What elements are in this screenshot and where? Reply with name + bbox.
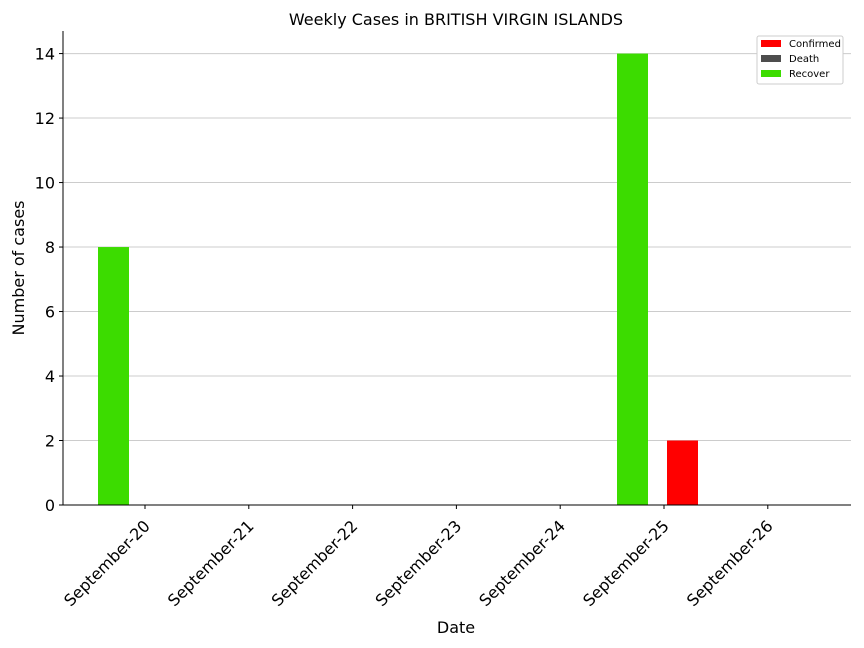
legend-label-confirmed: Confirmed: [789, 39, 841, 50]
legend-swatch-recover: [761, 70, 781, 77]
x-tick-label: September-21: [164, 516, 258, 610]
bars: [98, 53, 698, 505]
x-tick-label: September-25: [579, 516, 673, 610]
y-tick-label: 12: [35, 109, 55, 128]
y-axis-label: Number of cases: [9, 201, 28, 336]
x-tick-label: September-22: [268, 516, 362, 610]
chart-title: Weekly Cases in BRITISH VIRGIN ISLANDS: [289, 10, 623, 29]
legend: Confirmed Death Recover: [756, 35, 844, 85]
axes: [62, 31, 851, 506]
y-tick-label: 10: [35, 174, 55, 193]
x-ticks: September-20 September-21 September-22 Sept…: [60, 505, 777, 610]
y-tick-label: 14: [35, 45, 55, 64]
y-tick-label: 4: [45, 367, 55, 386]
legend-label-death: Death: [789, 54, 819, 65]
x-tick-label: September-20: [60, 516, 154, 610]
x-tick-label: September-23: [372, 516, 466, 610]
legend-swatch-death: [761, 55, 781, 62]
y-tick-label: 2: [45, 432, 55, 451]
x-axis-label: Date: [437, 618, 475, 637]
y-ticks: 0 2 4 6 8 10 12 14: [35, 45, 63, 515]
y-tick-label: 6: [45, 303, 55, 322]
y-tick-label: 8: [45, 238, 55, 257]
x-tick-label: September-26: [683, 516, 777, 610]
x-tick-label: September-24: [475, 516, 569, 610]
bar-recover: [98, 247, 129, 505]
bar-recover: [617, 53, 648, 505]
legend-label-recover: Recover: [789, 69, 830, 80]
y-tick-label: 0: [45, 496, 55, 515]
gridlines: [63, 53, 851, 442]
legend-swatch-confirmed: [761, 40, 781, 47]
bar-confirmed: [667, 440, 698, 505]
